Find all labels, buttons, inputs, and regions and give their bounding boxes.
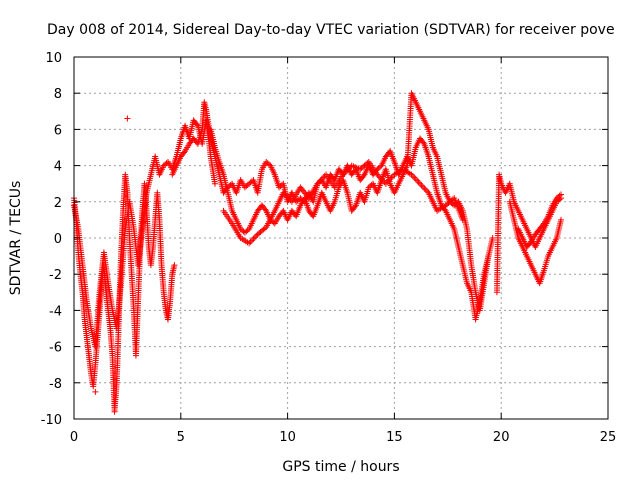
data-point-track-c bbox=[377, 163, 384, 170]
data-point-track-h bbox=[558, 191, 565, 198]
axis-ticks bbox=[73, 56, 609, 420]
y-tick-label: -6 bbox=[49, 341, 62, 356]
y-tick-labels: 10 8 6 4 2 0 -2 -4 -6 -8 -10 bbox=[41, 51, 62, 428]
x-tick-label: 0 bbox=[70, 430, 78, 445]
data-point-track-d bbox=[262, 206, 269, 213]
y-tick-label: -4 bbox=[49, 304, 62, 319]
data-point-track-e bbox=[459, 216, 466, 223]
chart-title: Day 008 of 2014, Sidereal Day-to-day VTE… bbox=[47, 22, 615, 38]
data-point-track-e bbox=[247, 238, 254, 245]
x-tick-label: 25 bbox=[600, 430, 617, 445]
data-point-track-d bbox=[489, 235, 496, 241]
x-tick-label: 10 bbox=[279, 430, 296, 445]
data-point-track-e bbox=[421, 185, 428, 192]
data-point-track-d bbox=[244, 227, 251, 234]
data-point-track-e bbox=[250, 235, 257, 242]
x-tick-labels: 0 5 10 15 20 25 bbox=[70, 430, 616, 445]
data-point-track-e bbox=[418, 182, 425, 189]
data-point-outlier bbox=[92, 388, 99, 395]
y-tick-label: -2 bbox=[49, 268, 62, 283]
data-point-track-e bbox=[417, 180, 424, 187]
x-tick-label: 20 bbox=[493, 430, 510, 445]
data-point-track-c bbox=[420, 139, 427, 146]
data-point-track-c bbox=[266, 161, 273, 168]
x-tick-label: 5 bbox=[177, 430, 185, 445]
data-point-track-e bbox=[411, 174, 418, 181]
data-point-track-d bbox=[351, 203, 358, 210]
x-tick-label: 15 bbox=[386, 430, 403, 445]
y-tick-label: -10 bbox=[41, 413, 62, 428]
y-tick-label: 8 bbox=[54, 87, 62, 102]
data-point-track-e bbox=[261, 225, 268, 232]
grid-lines bbox=[74, 57, 608, 419]
data-point-track-e bbox=[364, 160, 371, 167]
y-tick-label: 2 bbox=[54, 196, 62, 211]
data-point-track-e bbox=[412, 176, 419, 183]
data-point-track-b bbox=[193, 121, 200, 128]
data-points bbox=[71, 90, 565, 415]
x-axis-label: GPS time / hours bbox=[282, 459, 399, 475]
y-tick-label: -8 bbox=[49, 377, 62, 392]
data-point-track-e bbox=[414, 177, 421, 184]
y-tick-label: 10 bbox=[45, 51, 62, 66]
data-point-track-e bbox=[422, 186, 429, 193]
data-point-track-e bbox=[251, 234, 258, 241]
y-tick-label: 6 bbox=[54, 123, 62, 138]
data-point-track-c bbox=[181, 149, 188, 156]
y-axis-label: SDTVAR / TECUs bbox=[8, 181, 24, 296]
y-tick-label: 4 bbox=[54, 160, 62, 175]
data-point-track-e bbox=[415, 179, 422, 186]
y-tick-label: 0 bbox=[54, 232, 62, 247]
data-point-outlier bbox=[124, 115, 131, 122]
data-point-track-b bbox=[211, 180, 218, 187]
data-point-track-g bbox=[558, 216, 565, 223]
data-point-outlier bbox=[111, 408, 118, 415]
data-point-track-e bbox=[419, 183, 426, 190]
data-point-track-c bbox=[360, 173, 367, 180]
data-point-track-h bbox=[527, 239, 534, 246]
data-point-track-h bbox=[539, 221, 546, 228]
data-point-track-h bbox=[556, 192, 563, 199]
data-point-track-a bbox=[171, 262, 178, 269]
